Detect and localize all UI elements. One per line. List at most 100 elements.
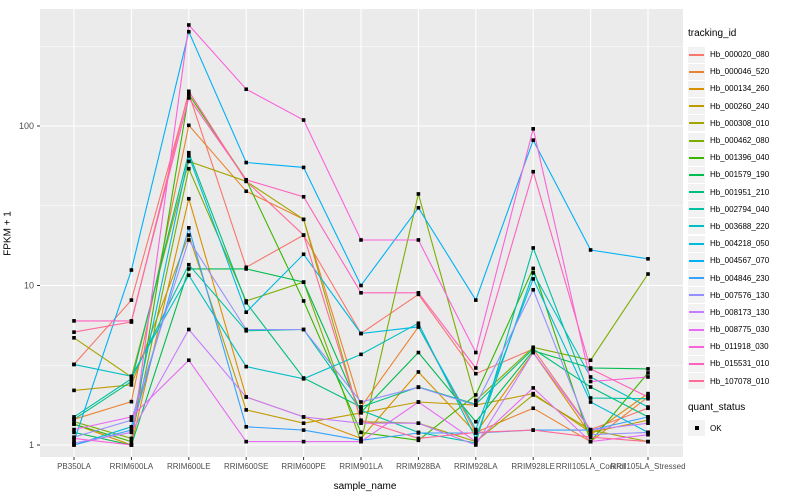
data-point (72, 415, 76, 419)
data-point (359, 439, 363, 444)
data-point (416, 206, 421, 210)
data-point (359, 410, 363, 415)
data-point (646, 272, 650, 276)
data-point (474, 439, 478, 444)
data-point (588, 432, 593, 437)
data-point (72, 441, 76, 445)
data-point (416, 421, 421, 425)
data-point (72, 419, 76, 424)
data-point (588, 396, 593, 400)
data-point (531, 347, 535, 351)
data-point (646, 418, 650, 423)
legend-key-line-icon (688, 252, 705, 269)
data-point (187, 267, 191, 271)
data-point (244, 267, 248, 271)
legend-key-line-icon (688, 149, 705, 166)
legend-item-label: Hb_001396_040 (710, 153, 770, 163)
x-tick-label: RRII105LA_Stressed (610, 462, 685, 471)
legend-item: Hb_004846_230 (688, 269, 800, 287)
data-point (187, 233, 191, 237)
legend-item-label: Hb_000134_260 (710, 84, 770, 94)
data-point (646, 430, 650, 435)
data-point (72, 436, 76, 441)
legend-key-line-icon (688, 270, 705, 287)
legend-item-label: Hb_001579_190 (710, 170, 770, 180)
legend-item: Hb_001396_040 (688, 149, 800, 166)
data-point (187, 89, 191, 94)
data-point (646, 391, 650, 396)
data-point (301, 428, 306, 432)
data-point (72, 319, 76, 323)
data-point (359, 331, 363, 336)
data-point (187, 96, 191, 100)
data-point (244, 408, 248, 412)
data-point (72, 362, 76, 367)
data-point (359, 408, 363, 413)
data-point (244, 310, 248, 315)
data-point (531, 266, 535, 271)
y-tick-label: 100 (19, 121, 34, 131)
data-point (244, 87, 248, 92)
data-point (588, 379, 593, 384)
x-tick-label: RRIM928BA (396, 462, 441, 471)
x-tick-label: RRIM600LA (110, 462, 154, 471)
data-point (301, 165, 306, 170)
data-point (129, 374, 134, 378)
legend-item: Hb_002794_040 (688, 201, 800, 218)
data-point (72, 430, 76, 435)
legend-item: Hb_000260_240 (688, 98, 800, 115)
data-point (72, 330, 76, 334)
data-point (301, 377, 306, 381)
data-point (588, 435, 593, 439)
legend-key-line-icon (688, 63, 705, 80)
data-point (531, 428, 535, 432)
data-point (416, 438, 421, 443)
data-point (187, 327, 191, 332)
legend-item-label: Hb_000046_520 (710, 67, 770, 77)
data-point (187, 226, 191, 230)
data-point (187, 358, 191, 363)
x-tick-label: RRIM600PE (281, 462, 325, 471)
data-point (72, 427, 76, 432)
data-point (531, 127, 535, 131)
data-point (301, 194, 306, 199)
data-point (474, 298, 478, 302)
data-point (301, 327, 306, 332)
data-point (474, 403, 478, 407)
data-point (129, 430, 134, 435)
data-point (416, 370, 421, 374)
data-point (588, 430, 593, 435)
data-point (187, 159, 191, 164)
data-point (359, 400, 363, 404)
data-point (416, 436, 421, 441)
x-tick-label: RRII105LA_Control (556, 462, 626, 471)
legend-item-label: Hb_000020_080 (710, 50, 770, 60)
y-axis-title: FPKM + 1 (2, 211, 14, 256)
data-point (474, 430, 478, 435)
data-point (244, 179, 248, 184)
legend-item: Hb_011918_030 (688, 338, 800, 355)
data-point (359, 405, 363, 409)
data-point (474, 366, 478, 370)
data-point (244, 300, 248, 305)
data-point (301, 233, 306, 237)
data-point (646, 439, 650, 444)
data-point (129, 418, 134, 423)
data-point (244, 395, 248, 399)
legend-item-label: Hb_003688_220 (710, 221, 770, 231)
legend-item-label: Hb_004218_050 (710, 239, 770, 249)
data-point (531, 246, 535, 250)
legend-key-line-icon (688, 80, 705, 97)
x-axis-title: sample_name (333, 481, 397, 492)
data-point (72, 422, 76, 427)
data-point (72, 336, 76, 340)
data-point (588, 400, 593, 404)
x-tick-label: RRIM928LA (454, 462, 498, 471)
legend-item-label: Hb_000260_240 (710, 101, 770, 111)
data-point (301, 415, 306, 419)
data-point (474, 398, 478, 403)
data-point (474, 443, 478, 447)
data-point (416, 321, 421, 326)
x-tick-label: RRIM600SE (224, 462, 268, 471)
